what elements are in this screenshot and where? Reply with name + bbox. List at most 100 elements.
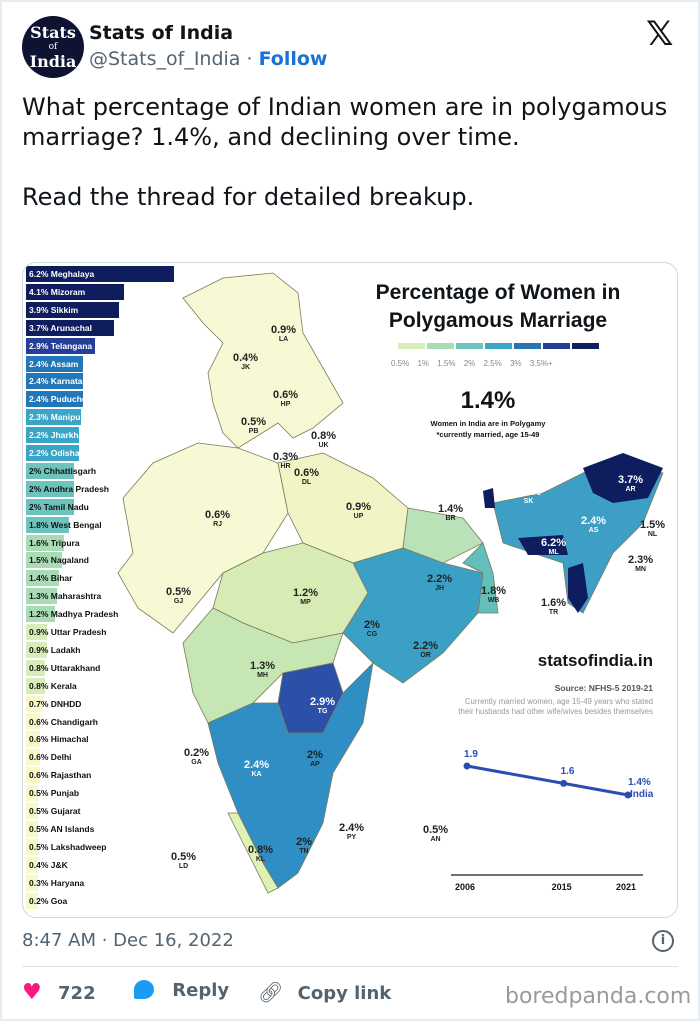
headline-value: 1.4% xyxy=(460,387,516,414)
reply-label: Reply xyxy=(172,980,230,1001)
handle[interactable]: @Stats_of_India xyxy=(89,48,241,70)
map-label-rj: 0.6% RJ xyxy=(205,509,231,529)
x-logo-icon[interactable]: 𝕏 xyxy=(646,14,674,54)
tweet-text: What percentage of Indian women are in p… xyxy=(22,92,672,212)
ranking-bar: 0.4% J&K xyxy=(26,856,68,873)
trend-value-label: 1.6 xyxy=(560,766,575,778)
ranking-bar: 2.9% Telangana xyxy=(26,337,96,354)
map-label-as: 2.4% AS xyxy=(581,515,607,535)
ranking-bar: 0.7% DNHDD xyxy=(26,695,81,712)
map-north xyxy=(182,272,344,449)
like-button[interactable]: ♥ 722 xyxy=(22,980,96,1005)
headline-sub1: Women in India are in Polygamy xyxy=(430,419,546,428)
map-label-jk: 0.4% JK xyxy=(233,352,259,372)
map-label-mn: 2.3% MN xyxy=(628,554,654,574)
trend-point xyxy=(463,762,471,770)
ranking-bar: 2% Andhra Pradesh xyxy=(26,480,109,497)
ranking-bar: 0.6% Chandigarh xyxy=(26,713,98,730)
trend-point xyxy=(624,791,632,799)
trend-year-label: 2015 xyxy=(551,882,572,892)
ranking-bar: 6.2% Meghalaya xyxy=(26,266,174,282)
map-label-up: 0.9% UP xyxy=(346,501,372,521)
ranking-bar: 2.4% Karnataka xyxy=(26,373,92,390)
display-name[interactable]: Stats of India xyxy=(89,22,234,44)
map-label-tn: 2% TN xyxy=(296,836,312,856)
avatar[interactable]: Stats of India xyxy=(22,16,84,78)
map-wb xyxy=(462,542,499,614)
ranking-bar: 2% Tamil Nadu xyxy=(26,498,89,515)
map-label-ap: 2% AP xyxy=(307,749,323,769)
map-east xyxy=(342,547,484,684)
separator: · xyxy=(246,48,253,70)
tweet-image-infographic[interactable]: 6.2% Meghalaya 4.1% Mizoram 3.9% Sikkim 3.7… xyxy=(22,262,678,918)
ranking-bar: 0.8% Uttarakhand xyxy=(26,659,100,676)
ranking-bar: 0.5% Gujarat xyxy=(26,803,81,819)
map-label-sk: 3.9% SK xyxy=(516,486,542,506)
map-label-ld: 0.5% LD xyxy=(171,851,197,871)
map-sikkim xyxy=(483,488,495,508)
map-label-tr: 1.6% TR xyxy=(541,597,567,617)
heart-icon: ♥ xyxy=(22,980,42,1005)
map-kerala xyxy=(227,812,279,894)
ranking-bar: 1.5% Nagaland xyxy=(26,552,89,569)
map-label-pb: 0.5% PB xyxy=(241,416,267,436)
ranking-bar: 1.2% Madhya Pradesh xyxy=(26,606,118,623)
headline-sub2: *currently married, age 15-49 xyxy=(436,430,540,439)
map-label-or: 2.2% OR xyxy=(413,640,439,660)
map-label-mp: 1.2% MP xyxy=(293,587,319,607)
map-meghalaya xyxy=(518,535,568,555)
infographic-title: Percentage of Women in Polygamous Marria… xyxy=(375,281,621,332)
copy-link-button[interactable]: 🔗︎ Copy link xyxy=(258,980,391,1004)
ranking-bar: 2.2% Odisha xyxy=(26,445,80,461)
ranking-bar: 1.3% Maharashtra xyxy=(26,588,101,605)
ranking-bar: 1.8% West Bengal xyxy=(26,516,102,533)
site-name: statsofindia.in xyxy=(537,651,653,670)
map-label-tg: 2.9% TG xyxy=(310,696,336,716)
legend-swatch xyxy=(456,343,483,349)
map-label-an: 0.5% AN xyxy=(423,824,449,844)
watermark: boredpanda.com xyxy=(505,984,692,1009)
ranking-bar: 0.5% AN Islands xyxy=(26,820,94,837)
trend-series-label: India xyxy=(630,789,654,800)
reply-button[interactable]: Reply xyxy=(134,980,229,1001)
map-label-hr: 0.3% HR xyxy=(273,451,299,471)
info-icon[interactable]: i xyxy=(652,930,674,952)
ranking-bar: 2% Chhattisgarh xyxy=(26,462,96,479)
link-icon: 🔗︎ xyxy=(258,980,284,1004)
avatar-text: of xyxy=(48,42,58,52)
color-legend xyxy=(398,343,599,349)
ranking-bar: 0.9% Uttar Pradesh xyxy=(26,624,106,640)
map-label-ga: 0.2% GA xyxy=(184,747,210,767)
map-label-gj: 0.5% GJ xyxy=(166,586,192,606)
map-bihar xyxy=(402,507,484,564)
map-arunachal xyxy=(583,453,663,503)
map-label-nl: 1.5% NL xyxy=(640,519,666,539)
map-label-br: 1.4% BR xyxy=(438,503,464,523)
handle-row: @Stats_of_India · Follow xyxy=(89,48,328,70)
map-mizoram xyxy=(568,563,588,613)
ranking-bar: 1.4% Bihar xyxy=(26,570,72,587)
ranking-bar: 0.6% Rajasthan xyxy=(26,767,91,784)
source-text: Source: NFHS-5 2019-21 xyxy=(554,683,653,693)
ranking-bar: 4.1% Mizoram xyxy=(26,283,124,300)
map-label-ml: 6.2% ML xyxy=(541,537,567,557)
ranking-bar: 2.4% Assam xyxy=(26,355,84,372)
map-label-py: 2.4% PY xyxy=(339,822,365,842)
legend-swatch xyxy=(398,343,425,349)
follow-button[interactable]: Follow xyxy=(258,48,328,70)
ranking-bar: 0.5% Lakshadweep xyxy=(26,838,106,855)
legend-ticks: 0.5% 1% 1.5% 2% 2.5% 3% 3.5%+ xyxy=(391,359,553,368)
timestamp[interactable]: 8:47 AM · Dec 16, 2022 xyxy=(22,930,234,951)
speech-bubble-icon xyxy=(134,980,154,999)
note-text: Currently married women, age 15-49 years… xyxy=(458,697,653,716)
avatar-text: India xyxy=(29,52,77,71)
map-label-kl: 0.8% KL xyxy=(248,844,274,864)
map-label-wb: 1.8% WB xyxy=(481,585,507,605)
tweet-text-paragraph: Read the thread for detailed breakup. xyxy=(22,183,475,211)
legend-swatch xyxy=(514,343,541,349)
ranking-bar: 0.6% Delhi xyxy=(26,749,72,766)
ranking-bar: 0.6% Himachal xyxy=(26,731,89,748)
copy-link-label: Copy link xyxy=(297,983,392,1004)
trend-point xyxy=(560,779,568,787)
